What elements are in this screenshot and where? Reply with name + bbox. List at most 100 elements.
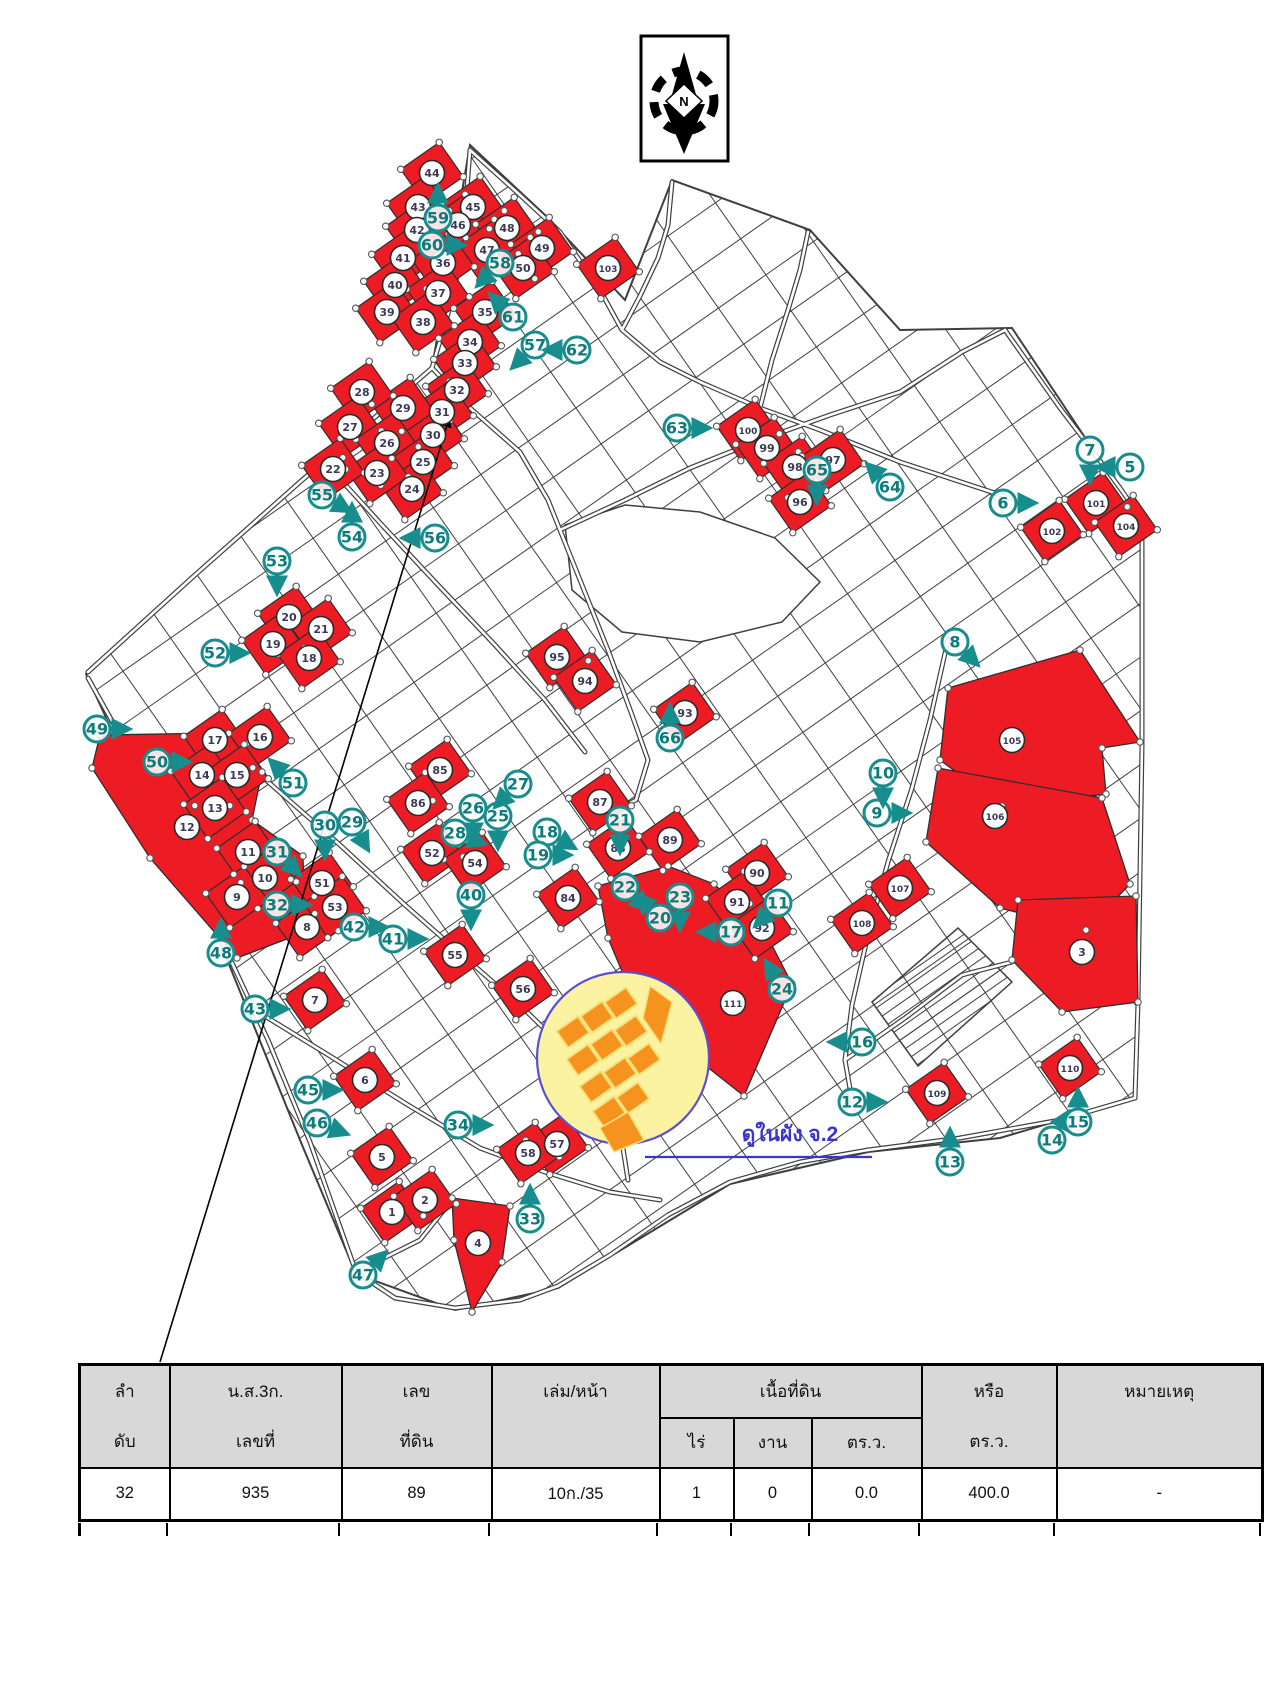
svg-text:15: 15 — [1067, 1113, 1089, 1132]
parcel-label: 91 — [723, 888, 751, 916]
parcel-label: 40 — [381, 271, 409, 299]
svg-text:1: 1 — [388, 1206, 396, 1219]
cell-remark: - — [1055, 1467, 1264, 1521]
seq-marker: 53 — [262, 546, 292, 598]
seq-marker: 7 — [1075, 435, 1105, 487]
parcel-label: 37 — [424, 279, 452, 307]
compass-south-point-icon — [663, 104, 705, 154]
svg-text:31: 31 — [266, 843, 288, 862]
seq-marker: 21 — [605, 805, 635, 857]
seq-arrow-icon — [864, 461, 888, 485]
parcel-label: 96 — [786, 488, 814, 516]
svg-text:24: 24 — [771, 980, 793, 999]
svg-text:103: 103 — [599, 265, 618, 275]
callout-text: ดูในผัง จ.2 — [742, 1121, 838, 1148]
svg-text:101: 101 — [1087, 500, 1106, 510]
svg-text:109: 109 — [928, 1090, 947, 1100]
svg-text:45: 45 — [297, 1081, 319, 1100]
svg-text:95: 95 — [549, 651, 564, 664]
seq-marker: 58 — [474, 248, 515, 289]
svg-text:84: 84 — [560, 892, 576, 905]
seq-arrow-icon — [487, 291, 511, 315]
svg-text:5: 5 — [1124, 458, 1135, 477]
parcel-label: 8 — [293, 913, 321, 941]
svg-text:17: 17 — [720, 923, 742, 942]
parcel-label: 5 — [368, 1143, 396, 1171]
svg-text:11: 11 — [240, 846, 255, 859]
seq-arrow-icon — [349, 828, 371, 854]
svg-text:22: 22 — [614, 878, 636, 897]
parcel-label: 52 — [418, 839, 446, 867]
parcel-label: 29 — [389, 394, 417, 422]
table-stub-cell — [920, 1523, 1055, 1536]
seq-marker: 23 — [665, 882, 695, 934]
svg-text:12: 12 — [179, 821, 194, 834]
svg-text:50: 50 — [146, 753, 168, 772]
svg-text:25: 25 — [415, 456, 430, 469]
seq-marker: 8 — [940, 627, 981, 668]
svg-text:2: 2 — [421, 1194, 429, 1207]
svg-text:26: 26 — [379, 437, 395, 450]
svg-text:17: 17 — [207, 734, 222, 747]
seq-marker: 10 — [868, 758, 898, 810]
svg-text:52: 52 — [204, 644, 226, 663]
orange-lot — [626, 1041, 662, 1077]
svg-text:88: 88 — [610, 842, 625, 855]
svg-text:31: 31 — [434, 406, 449, 419]
svg-text:20: 20 — [281, 611, 297, 624]
svg-text:44: 44 — [424, 167, 440, 180]
svg-text:64: 64 — [879, 478, 901, 497]
seq-marker: 62 — [540, 335, 592, 365]
parcel-label: 109 — [923, 1079, 951, 1107]
seq-arrow-icon — [279, 854, 303, 878]
parcel-label: 56 — [509, 975, 537, 1003]
svg-text:58: 58 — [520, 1147, 535, 1160]
orange-lot — [615, 1080, 651, 1116]
parcel-label: 12 — [173, 813, 201, 841]
parcel-label: 85 — [426, 756, 454, 784]
svg-text:51: 51 — [282, 774, 304, 793]
svg-text:33: 33 — [457, 357, 472, 370]
compass-diamond-icon — [664, 82, 704, 120]
orange-lot — [565, 1042, 601, 1078]
svg-text:51: 51 — [314, 877, 329, 890]
seq-arrow-icon — [627, 889, 651, 913]
parcel-label: 55 — [441, 941, 469, 969]
col-header-order: ลำ ดับ — [78, 1363, 171, 1469]
seq-arrow-icon — [464, 827, 490, 849]
parcel-label: 4 — [464, 1229, 492, 1257]
parcel-label: 48 — [493, 214, 521, 242]
table-row: 32 935 89 10ก./35 1 0 0.0 400.0 - — [78, 1467, 1264, 1521]
parcel-label: 16 — [246, 723, 274, 751]
table-stub-cell — [168, 1523, 340, 1536]
svg-text:21: 21 — [609, 811, 631, 830]
seq-marker: 6 — [988, 488, 1040, 518]
svg-text:25: 25 — [487, 807, 509, 826]
svg-text:55: 55 — [447, 949, 462, 962]
svg-text:29: 29 — [341, 813, 363, 832]
svg-text:23: 23 — [669, 888, 691, 907]
parcel-label: 95 — [543, 643, 571, 671]
svg-text:104: 104 — [1117, 523, 1136, 533]
svg-text:54: 54 — [467, 857, 483, 870]
seq-marker: 27 — [492, 769, 533, 810]
svg-text:96: 96 — [792, 496, 808, 509]
svg-text:27: 27 — [507, 775, 529, 794]
seq-marker: 66 — [655, 701, 685, 753]
parcel-label: 17 — [201, 726, 229, 754]
callout-see-plan: ดูในผัง จ.2 — [645, 1121, 872, 1159]
seq-arrow-icon — [328, 492, 354, 514]
parcel-label: 14 — [188, 761, 216, 789]
cell-sqwa: 0.0 — [810, 1467, 923, 1521]
col-header-or-sqwa: หรือ ตร.ว. — [920, 1363, 1058, 1469]
parcel-label: 33 — [451, 349, 479, 377]
parcel-label: 110 — [1056, 1054, 1084, 1082]
svg-text:107: 107 — [891, 885, 910, 895]
svg-text:38: 38 — [415, 316, 430, 329]
col-header-ngan: งาน — [732, 1416, 813, 1470]
svg-text:19: 19 — [527, 846, 549, 865]
svg-text:87: 87 — [592, 796, 607, 809]
seq-arrow-icon — [752, 905, 776, 929]
parcel-label: 1 — [378, 1198, 406, 1226]
